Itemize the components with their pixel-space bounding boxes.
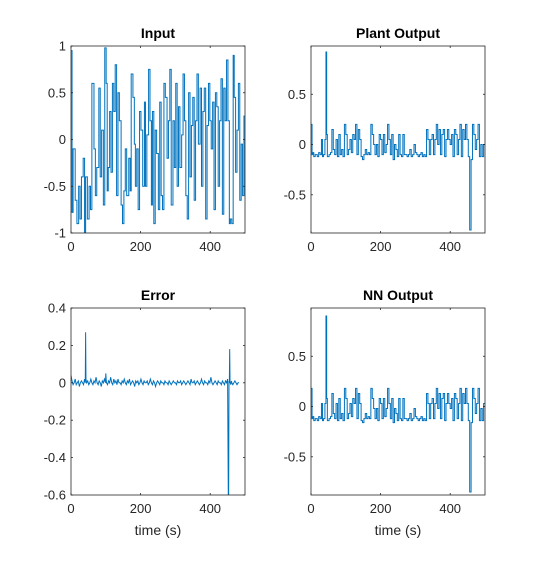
error-y-tick-label: 0.2 [48, 338, 66, 353]
plant-output-y-tick-label: -0.5 [284, 187, 306, 202]
error-axes-box [70, 307, 246, 496]
error-y-tick-label: 0.4 [48, 301, 66, 316]
error-y-tick-label: -0.4 [44, 450, 66, 465]
nn-output-axes: 0 200 400 -0.5 0 0.5 NN Output time (s) [284, 287, 486, 538]
error-x-tick-label: 400 [199, 501, 221, 516]
input-y-tick-label: -1 [54, 226, 66, 241]
nn-output-x-tick-label: 200 [370, 501, 392, 516]
input-x-tick-label: 400 [199, 239, 221, 254]
nn-output-plot-area [311, 308, 485, 495]
input-series-line [71, 47, 245, 233]
input-axes: 0 200 400 -1 -0.5 0 0.5 1 Input [44, 25, 246, 254]
nn-output-y-tick-label: 0 [299, 399, 306, 414]
error-y-tick-label: 0 [59, 375, 66, 390]
plant-output-series-line [311, 51, 485, 231]
error-x-axis-label: time (s) [135, 522, 182, 538]
nn-output-x-axis-label: time (s) [375, 522, 422, 538]
input-y-tick-label: 0.5 [48, 85, 66, 100]
nn-output-series-line [311, 315, 485, 493]
plant-output-axes: 0 200 400 -0.5 0 0.5 Plant Output [284, 25, 486, 254]
input-y-tick-label: 1 [59, 39, 66, 54]
error-series-line [71, 332, 240, 495]
input-x-tick-label: 200 [130, 239, 152, 254]
input-y-tick-label: 0 [59, 132, 66, 147]
plant-output-x-tick-label: 400 [439, 239, 461, 254]
error-x-tick-label: 0 [67, 501, 74, 516]
plant-output-axes-box [310, 45, 486, 234]
input-x-tick-label: 0 [67, 239, 74, 254]
plant-output-x-tick-label: 0 [307, 239, 314, 254]
plant-output-y-tick-label: 0.5 [288, 87, 306, 102]
error-y-tick-label: -0.2 [44, 413, 66, 428]
error-x-tick-label: 200 [130, 501, 152, 516]
error-y-tick-label: -0.6 [44, 488, 66, 503]
nn-output-x-tick-label: 0 [307, 501, 314, 516]
plant-output-title: Plant Output [356, 25, 440, 41]
error-plot-area [71, 308, 245, 495]
input-y-tick-label: -0.5 [44, 179, 66, 194]
nn-output-y-tick-label: 0.5 [288, 349, 306, 364]
nn-output-title: NN Output [363, 287, 433, 303]
plant-output-y-tick-label: 0 [299, 137, 306, 152]
plant-output-x-tick-label: 200 [370, 239, 392, 254]
input-title: Input [141, 25, 176, 41]
error-axes: 0 200 400 -0.6 -0.4 -0.2 0 0.2 0.4 Error time (s) [44, 287, 246, 538]
nn-output-y-tick-label: -0.5 [284, 449, 306, 464]
nn-output-axes-box [310, 307, 486, 496]
nn-output-x-tick-label: 400 [439, 501, 461, 516]
error-title: Error [141, 287, 176, 303]
